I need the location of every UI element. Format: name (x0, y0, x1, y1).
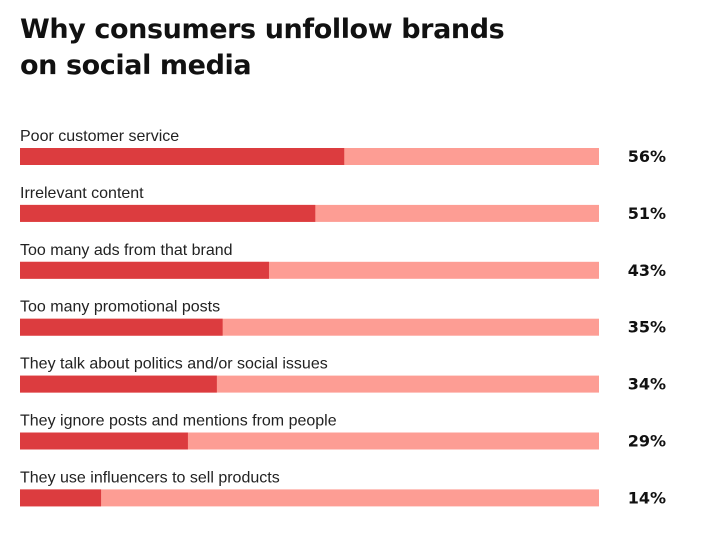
category-label: Poor customer service (20, 128, 179, 145)
category-label: They use influencers to sell products (20, 469, 280, 486)
bar-row: Poor customer service 56% (20, 128, 666, 166)
bar-row: They ignore posts and mentions from peop… (20, 413, 666, 451)
value-label: 51% (628, 204, 666, 223)
bar (20, 261, 269, 279)
bar-row: Too many promotional posts 35% (20, 299, 666, 337)
category-label: They talk about politics and/or social i… (20, 356, 328, 373)
chart-title-line-2: on social media (20, 50, 252, 81)
bar (20, 318, 223, 336)
bar (20, 148, 345, 165)
bar-row: Too many ads from that brand 43% (20, 242, 666, 280)
value-label: 14% (628, 488, 666, 507)
chart-title: Why consumers unfollow brands on social … (20, 12, 660, 84)
bar-track (20, 489, 599, 507)
bar (20, 204, 316, 222)
bar (20, 432, 188, 450)
bar-row: They use influencers to sell products 14% (20, 469, 666, 507)
category-label: Too many promotional posts (20, 299, 220, 316)
bar-row: Irrelevant content 51% (20, 185, 666, 223)
bar (20, 489, 102, 507)
value-label: 35% (628, 318, 666, 337)
value-label: 34% (628, 375, 666, 394)
category-label: They ignore posts and mentions from peop… (20, 413, 337, 430)
bar (20, 375, 217, 393)
value-label: 56% (628, 147, 666, 166)
value-label: 29% (628, 432, 666, 451)
category-label: Too many ads from that brand (20, 242, 233, 259)
value-label: 43% (628, 261, 666, 280)
category-label: Irrelevant content (20, 185, 144, 202)
bar-row: They talk about politics and/or social i… (20, 356, 666, 394)
chart-title-line-1: Why consumers unfollow brands (20, 14, 505, 45)
